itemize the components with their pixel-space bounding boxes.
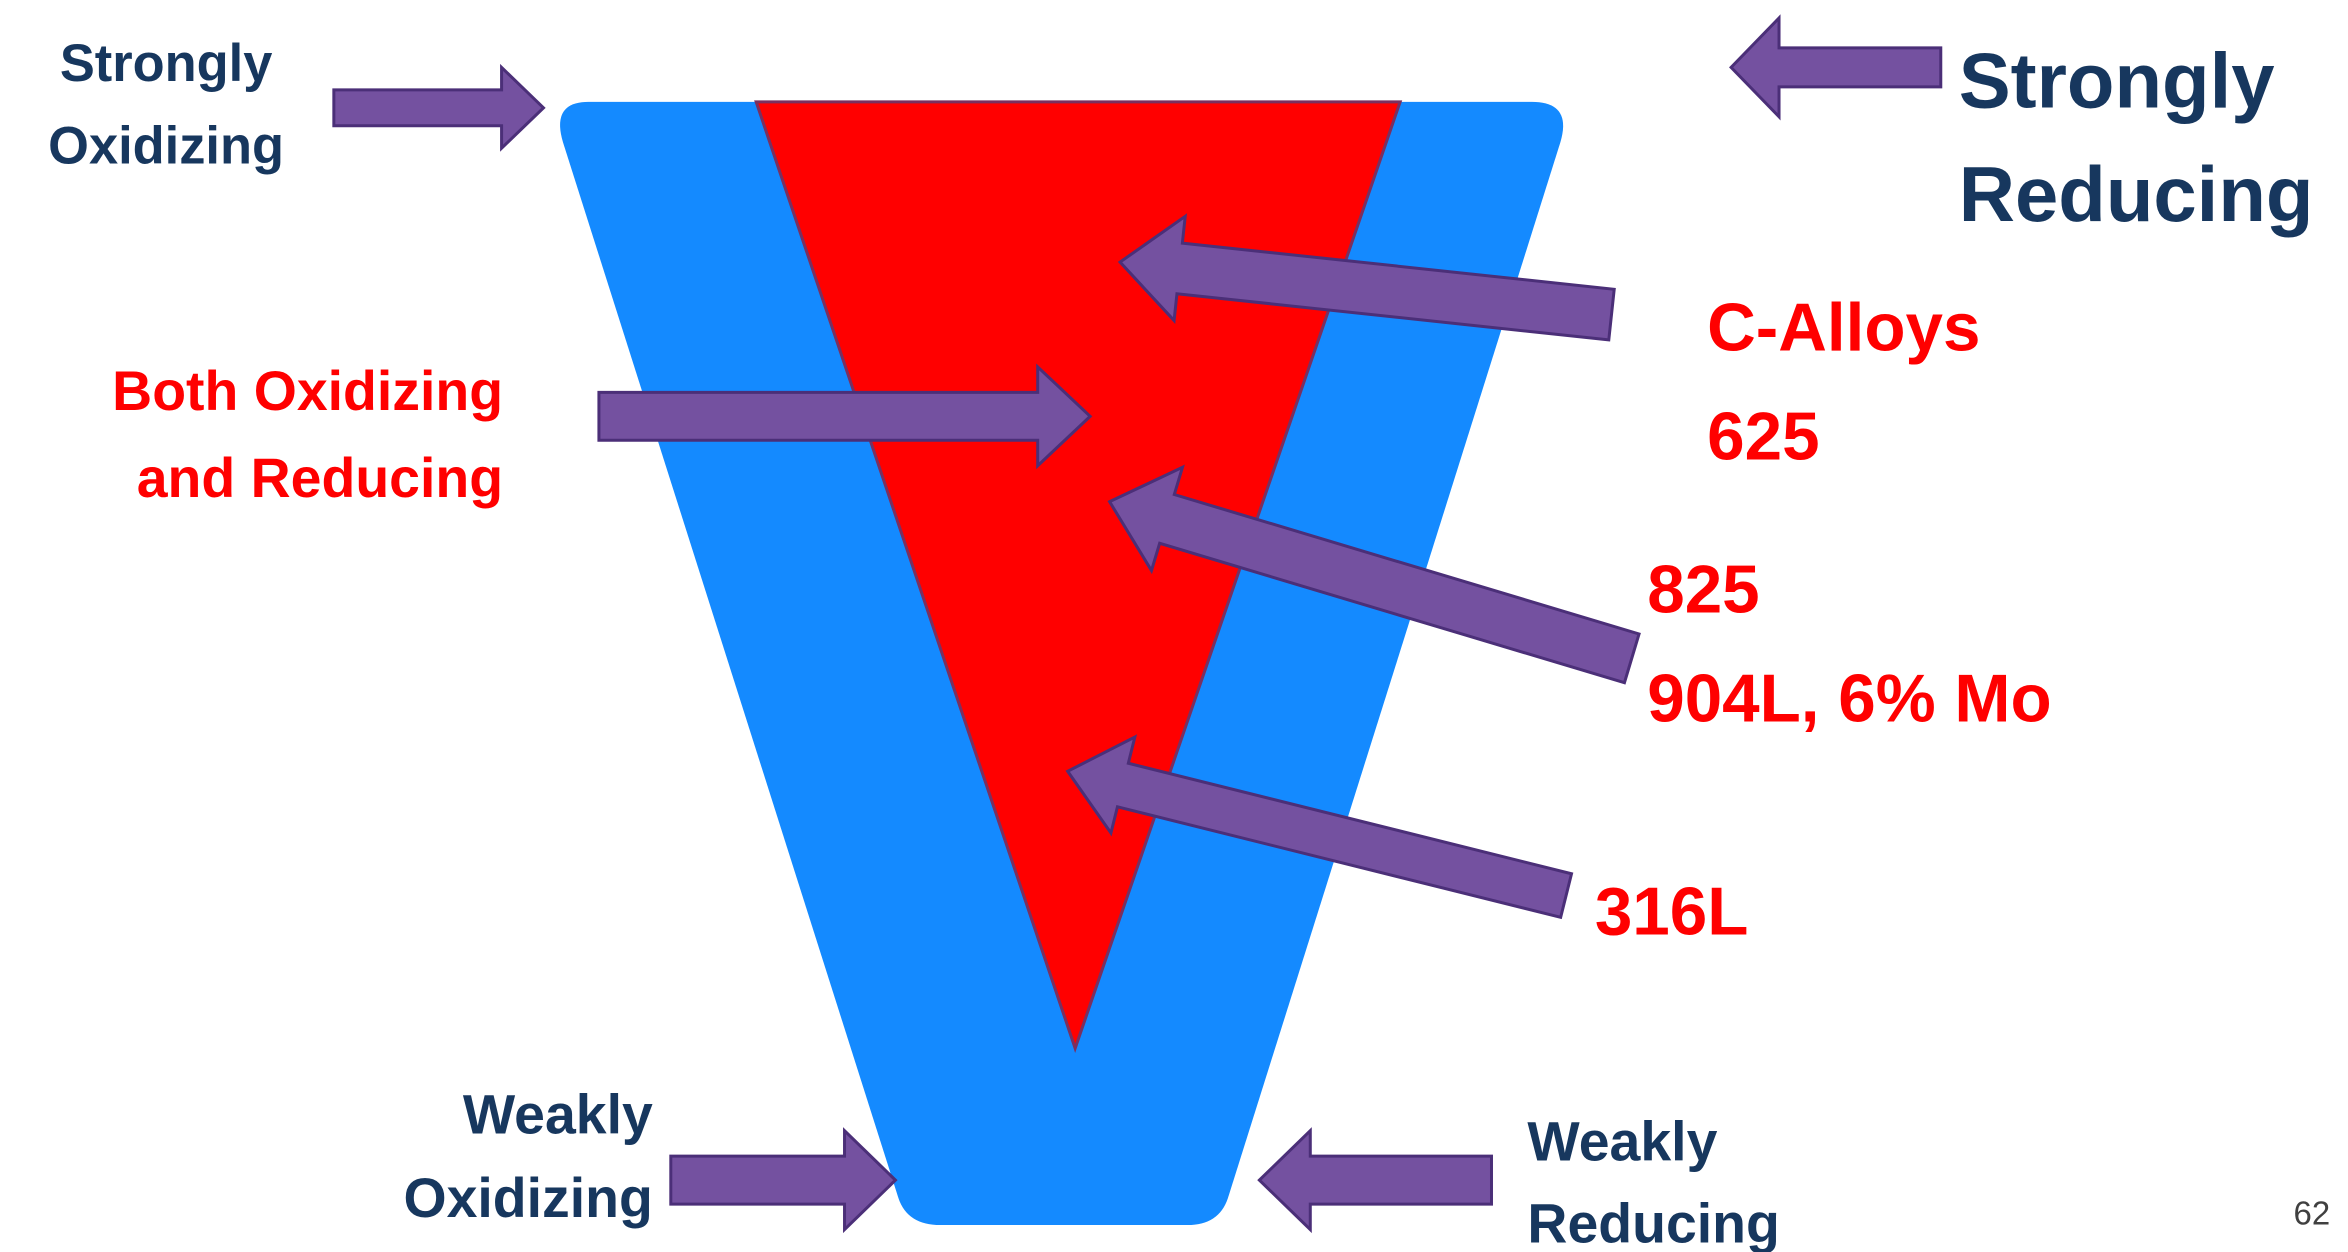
arrow (1257, 1127, 1493, 1234)
arrow (1117, 213, 1616, 342)
label-line: Strongly (60, 35, 273, 93)
page-number: 62 (2294, 1195, 2331, 1232)
label-line: Reducing (1959, 151, 2314, 238)
label-strongly-reducing: Strongly Reducing (1959, 37, 2314, 238)
label-line: Oxidizing (404, 1167, 653, 1229)
label-weakly-oxidizing: Weakly Oxidizing (404, 1083, 654, 1229)
label-c-alloys: C-Alloys 625 (1707, 290, 1980, 474)
label-line: 625 (1707, 400, 1819, 475)
label-weakly-reducing: Weakly Reducing (1527, 1110, 1779, 1252)
arrow (1065, 734, 1574, 920)
label-line: Oxidizing (48, 118, 284, 176)
red-triangle (754, 100, 1403, 1053)
arrows (332, 14, 1943, 1234)
label-line: Weakly (463, 1083, 653, 1145)
label-line: 316L (1595, 874, 1749, 949)
label-line: Both Oxidizing (112, 360, 503, 422)
arrow (1107, 464, 1641, 685)
label-line: Strongly (1959, 37, 2275, 124)
label-strongly-oxidizing: Strongly Oxidizing (48, 35, 284, 175)
label-line: and Reducing (137, 447, 503, 509)
label-both: Both Oxidizing and Reducing (112, 360, 503, 509)
label-316l: 316L (1595, 874, 1749, 949)
label-825: 825 904L, 6% Mo (1647, 552, 2051, 736)
arrow (669, 1127, 898, 1234)
arrow (332, 63, 546, 152)
label-line: Weakly (1527, 1110, 1717, 1172)
label-line: 825 (1647, 552, 1759, 627)
label-line: 904L, 6% Mo (1647, 662, 2051, 737)
arrow (597, 363, 1093, 470)
label-line: Reducing (1527, 1193, 1779, 1252)
label-line: C-Alloys (1707, 290, 1980, 365)
arrow (1729, 14, 1943, 121)
